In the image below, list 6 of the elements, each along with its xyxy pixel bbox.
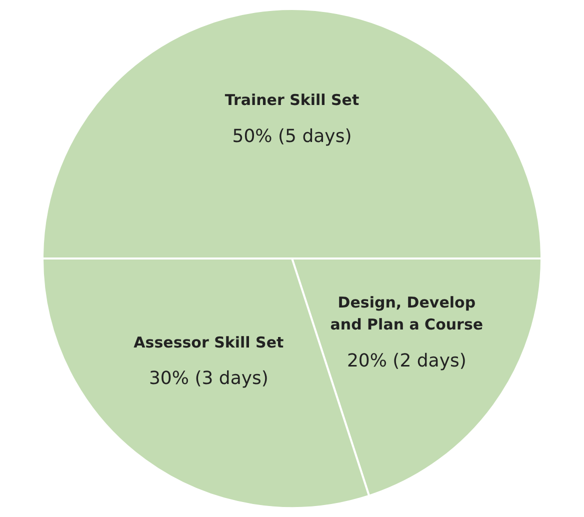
data-label: 30% (3 days) bbox=[148, 368, 268, 390]
slice-label: Trainer Skill Set bbox=[224, 91, 360, 110]
slice-label: Assessor Skill Set bbox=[134, 333, 284, 352]
slice-label: Design, Develop and Plan a Course bbox=[330, 294, 484, 334]
data-label: 50% (5 days) bbox=[232, 126, 352, 147]
data-label: 20% (2 days) bbox=[346, 350, 466, 372]
